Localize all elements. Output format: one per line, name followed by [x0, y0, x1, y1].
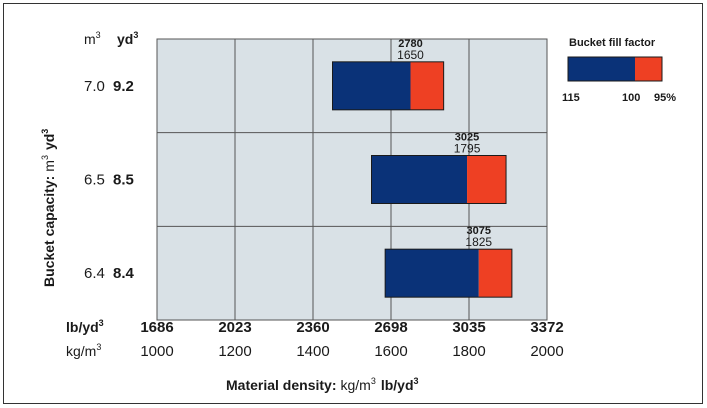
x-tick-kg: 1800	[452, 343, 485, 360]
x-tick-kg: 1600	[374, 343, 407, 360]
x-tick-lb: 2698	[374, 319, 407, 336]
bar-fill-95	[467, 155, 507, 204]
row-labels: 7.0 9.2 6.5 8.5 6.4 8.4	[84, 78, 135, 282]
data-label-lb: 3025	[455, 132, 479, 144]
data-label-lb: 3075	[467, 225, 491, 237]
x-unit-metric: kg/m3	[66, 342, 101, 359]
y-header-imperial: yd3	[117, 30, 138, 47]
legend-label-115: 115	[562, 92, 580, 104]
legend-swatch-95	[635, 57, 662, 81]
bar-fill-115	[371, 155, 468, 204]
x-tick-lb: 2360	[296, 319, 329, 336]
x-tick-lb: 2023	[218, 319, 251, 336]
data-label-kg: 1795	[454, 142, 481, 156]
bar-fill-95	[410, 61, 444, 110]
bar-outline	[371, 155, 507, 204]
data-label-kg: 1650	[397, 48, 424, 62]
y-axis-title: Bucket capacity:m3yd3	[40, 129, 57, 287]
row-capacity-m3: 7.0	[84, 78, 105, 95]
row-capacity-yd3: 8.5	[113, 172, 134, 189]
legend-swatch-115	[568, 57, 635, 81]
data-label-lb: 2780	[398, 38, 422, 50]
row-capacity-m3: 6.5	[84, 172, 105, 189]
x-tick-lb: 3035	[452, 319, 485, 336]
legend-label-100: 100	[622, 92, 640, 104]
x-tick-labels: 1686 1000 2023 1200 2360 1400 2698 1600 3035 1800…	[140, 319, 563, 360]
row-capacity-yd3: 9.2	[113, 78, 134, 95]
x-tick-lb: 1686	[140, 319, 173, 336]
x-tick-kg: 1200	[218, 343, 251, 360]
x-tick-lb: 3372	[530, 319, 563, 336]
x-tick-kg: 1000	[140, 343, 173, 360]
bar-fill-115	[385, 249, 479, 298]
legend: Bucket fill factor 115 100 95%	[562, 37, 676, 104]
row-capacity-yd3: 8.4	[113, 265, 135, 282]
bar-outline	[384, 248, 513, 298]
legend-label-95: 95%	[654, 92, 676, 104]
chart-frame: 2780 1650 3025 1795 3075 1825 m3 yd3 Bucket c…	[3, 3, 703, 404]
x-tick-kg: 2000	[530, 343, 563, 360]
bar-outline	[332, 61, 445, 111]
x-tick-kg: 1400	[296, 343, 329, 360]
legend-title: Bucket fill factor	[569, 37, 656, 49]
bar-fill-95	[478, 249, 512, 298]
legend-swatch-border	[567, 56, 663, 82]
y-header-metric: m3	[84, 30, 101, 47]
x-unit-imperial: lb/yd3	[66, 318, 104, 335]
bar-fill-115	[332, 61, 411, 110]
row-capacity-m3: 6.4	[84, 265, 105, 282]
data-label-kg: 1825	[465, 235, 492, 249]
x-axis-title: Material density: kg/m3 lb/yd3	[226, 376, 419, 393]
